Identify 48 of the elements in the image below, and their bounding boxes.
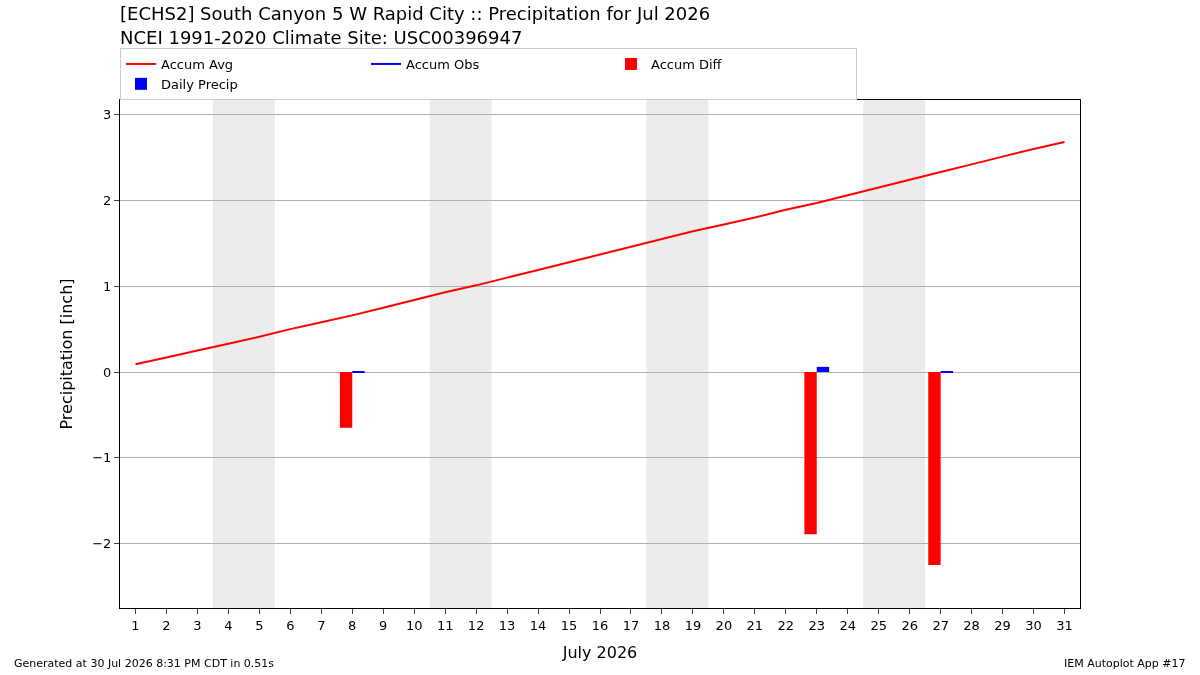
x-tick-label: 31 bbox=[1056, 617, 1073, 633]
line-series bbox=[134, 141, 1066, 366]
y-tick-label: 2 bbox=[103, 192, 112, 208]
chart-title: [ECHS2] South Canyon 5 W Rapid City :: Precipitation for Jul 2026 bbox=[120, 3, 711, 25]
x-tick-label: 7 bbox=[317, 617, 326, 633]
x-tick-label: 26 bbox=[901, 617, 918, 633]
x-tick-label: 8 bbox=[348, 617, 357, 633]
x-tick-label: 19 bbox=[684, 617, 702, 633]
x-tick-label: 18 bbox=[653, 617, 671, 633]
x-tick-label: 16 bbox=[591, 617, 609, 633]
y-tick-label: −2 bbox=[92, 536, 112, 552]
legend-label: Accum Obs bbox=[406, 57, 480, 73]
x-tick-label: 21 bbox=[746, 617, 764, 633]
x-tick-label: 1 bbox=[131, 617, 140, 633]
x-tick-label: 13 bbox=[498, 617, 516, 633]
x-tick-label: 20 bbox=[715, 617, 733, 633]
x-tick-label: 9 bbox=[379, 617, 388, 633]
x-tick-label: 27 bbox=[932, 617, 949, 633]
x-tick-label: 15 bbox=[560, 617, 578, 633]
x-tick-label: 2 bbox=[162, 617, 171, 633]
y-tick-label: 1 bbox=[103, 278, 112, 294]
x-axis-title: July 2026 bbox=[561, 643, 638, 663]
x-tick-label: 30 bbox=[1025, 617, 1042, 633]
x-tick-label: 17 bbox=[622, 617, 640, 633]
legend-label: Accum Avg bbox=[161, 57, 234, 73]
x-tick-label: 3 bbox=[193, 617, 202, 633]
x-tick-label: 5 bbox=[255, 617, 264, 633]
x-tick-label: 12 bbox=[467, 617, 485, 633]
x-tick-label: 11 bbox=[436, 617, 454, 633]
x-tick-label: 22 bbox=[777, 617, 795, 633]
y-axis-title: Precipitation [inch] bbox=[57, 278, 77, 430]
text: IEM Autoplot App #17 bbox=[1064, 657, 1186, 670]
x-tick-label: 24 bbox=[839, 617, 857, 633]
chart-subtitle: NCEI 1991-2020 Climate Site: USC00396947 bbox=[120, 26, 523, 48]
text: Generated at 30 Jul 2026 8:31 PM CDT in 0.51s bbox=[14, 657, 275, 670]
y-tick-label: 3 bbox=[103, 107, 112, 123]
x-tick-label: 4 bbox=[224, 617, 233, 633]
x-tick-label: 14 bbox=[529, 617, 547, 633]
x-tick-label: 29 bbox=[994, 617, 1011, 633]
x-tick-label: 23 bbox=[808, 617, 826, 633]
y-tick-label: −1 bbox=[92, 450, 112, 466]
x-tick-label: 10 bbox=[405, 617, 423, 633]
legend-label: Daily Precip bbox=[161, 76, 238, 92]
x-tick-label: 25 bbox=[870, 617, 887, 633]
y-tick-label: 0 bbox=[103, 364, 112, 380]
legend-label: Accum Diff bbox=[651, 57, 723, 73]
x-tick-label: 6 bbox=[286, 617, 295, 633]
x-tick-label: 28 bbox=[963, 617, 980, 633]
